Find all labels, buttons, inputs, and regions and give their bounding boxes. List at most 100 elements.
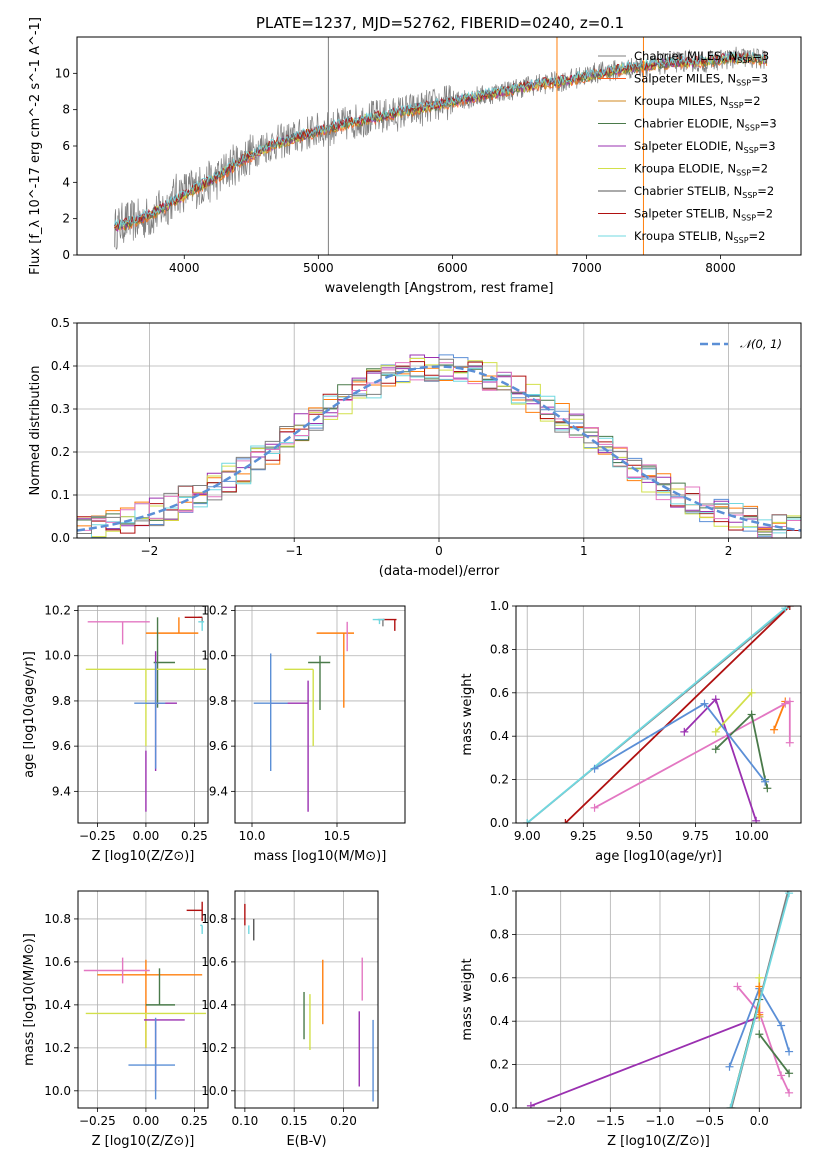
x-tick-label: 4000 [169, 261, 200, 275]
x-tick-label: −1.0 [645, 1114, 674, 1128]
legend-model-name: Chabrier MILES [634, 49, 721, 63]
legend-model-name: Chabrier STELIB [634, 184, 726, 198]
plot-area [526, 891, 794, 1108]
legend-label: Kroupa ELODIE, NSSP=2 [634, 162, 768, 178]
x-axis-label: (data-model)/error [379, 564, 500, 579]
legend-nssp-prefix: , N [713, 94, 729, 108]
legend-nssp-eq: = [751, 72, 761, 86]
mass-weight-line [758, 1033, 790, 1074]
x-tick-label: 5000 [303, 261, 334, 275]
x-axis-label: Z [log10(Z/Z⊙)] [92, 849, 195, 864]
axes-mass-vs-Z: −0.25 0.00 0.25 10.0 10.2 10.4 10.6 10.8 Z [log1… [22, 890, 209, 1149]
legend-label: Chabrier MILES, NSSP=3 [634, 49, 769, 65]
y-tick-label: 10.2 [201, 1041, 228, 1055]
x-tick-label: −2 [141, 544, 159, 558]
x-tick-label: −1 [285, 544, 303, 558]
x-tick-label: 10.00 [734, 829, 768, 843]
x-tick-label: 9.00 [514, 829, 541, 843]
legend-nssp-prefix: , N [721, 49, 737, 63]
mass-weight-line [594, 700, 791, 809]
x-axis-label: age [log10(age/yr)] [595, 849, 722, 864]
y-tick-label: 10.4 [44, 998, 71, 1012]
y-tick-label: 0.6 [490, 686, 509, 700]
y-tick-label: 1.0 [490, 884, 509, 898]
legend-label: 𝒩(0, 1) [740, 337, 782, 351]
x-tick-label: −0.25 [79, 829, 116, 843]
legend-label: Kroupa MILES, NSSP=2 [634, 94, 761, 110]
legend-label: Chabrier STELIB, NSSP=2 [634, 184, 774, 200]
axes-frame [77, 890, 209, 1109]
y-tick-label: 0.4 [490, 1014, 509, 1028]
legend-model-name: Salpeter MILES [634, 72, 720, 86]
y-tick-label: 6 [62, 139, 70, 153]
x-tick-label: 9.75 [682, 829, 709, 843]
x-tick-label: 9.25 [570, 829, 597, 843]
legend-nssp-eq: = [744, 94, 754, 108]
axes-frame [515, 890, 802, 1109]
x-tick-label: 0.15 [281, 1114, 308, 1128]
mass-weight-line [526, 607, 786, 823]
legend-nssp-prefix: , N [729, 117, 745, 131]
y-tick-label: 10.2 [44, 1041, 71, 1055]
x-axis-label: wavelength [Angstrom, rest frame] [325, 281, 554, 296]
legend-nssp-value: 2 [766, 207, 773, 221]
legend-nssp-sub: SSP [736, 79, 751, 88]
legend-nssp-value: 3 [768, 139, 775, 153]
y-tick-label: 0.8 [490, 927, 509, 941]
legend-nssp-prefix: , N [720, 72, 736, 86]
y-tick-label: 10.8 [201, 912, 228, 926]
x-tick-label: −0.25 [79, 1114, 116, 1128]
legend-label: Kroupa STELIB, NSSP=2 [634, 229, 766, 245]
plot-area [523, 606, 794, 823]
legend-nssp-prefix: , N [728, 139, 744, 153]
x-tick-label: 9.50 [626, 829, 653, 843]
normal-reference-curve [77, 365, 801, 532]
legend-nssp-value: 2 [767, 184, 774, 198]
axes-massweight-vs-Z: −2.0 −1.5 −1.0 −0.5 0.0 0.0 0.2 0.4 0.6 0.8 1.0 Z [… [460, 884, 802, 1149]
legend-model-name: Kroupa STELIB [634, 229, 718, 243]
axes-massweight-vs-age: 9.00 9.25 9.50 9.75 10.00 0.0 0.2 0.4 0.6 0.8 1.0 a… [460, 599, 802, 864]
plot-area [85, 616, 207, 812]
y-tick-label: 0.3 [51, 402, 70, 416]
y-tick-label: 8 [62, 103, 70, 117]
y-tick-label: 10.2 [44, 604, 71, 618]
y-tick-label: 1.0 [490, 599, 509, 613]
mass-weight-line [736, 985, 790, 1094]
legend-nssp-eq: = [752, 49, 762, 63]
y-axis-label: Flux [f_λ 10^-17 erg cm^-2 s^-1 A^-1] [28, 17, 43, 275]
legend-nssp-sub: SSP [729, 101, 744, 110]
y-tick-label: 0.1 [51, 488, 70, 502]
model-spectrum-line [114, 51, 768, 229]
axes-age-vs-Z: −0.25 0.00 0.25 9.4 9.6 9.8 10.0 10.2 Z [log10(Z… [22, 604, 209, 864]
y-tick-label: 10.0 [44, 1084, 71, 1098]
mass-weight-line [683, 697, 757, 822]
y-tick-label: 10 [55, 66, 70, 80]
y-tick-label: 10.4 [201, 998, 228, 1012]
legend-model-name: Chabrier ELODIE [634, 117, 729, 131]
y-tick-label: 0 [62, 248, 70, 262]
mass-weight-line [773, 701, 787, 731]
x-axis-label: mass [log10(M/M⊙)] [254, 849, 387, 864]
mass-weight-line [564, 606, 791, 823]
legend-nssp-sub: SSP [734, 236, 749, 245]
y-tick-label: 4 [62, 175, 70, 189]
y-tick-label: 9.6 [52, 739, 71, 753]
legend-nssp-sub: SSP [742, 191, 757, 200]
legend-nssp-eq: = [757, 184, 767, 198]
legend-nssp-sub: SSP [736, 169, 751, 178]
y-tick-label: 0.6 [490, 971, 509, 985]
plot-area [77, 354, 801, 538]
mass-weight-line [715, 712, 769, 789]
y-tick-label: 0.2 [490, 773, 509, 787]
legend-nssp-value: 3 [761, 72, 768, 86]
x-tick-label: 0.0 [750, 1114, 769, 1128]
legend-nssp-value: 3 [769, 117, 776, 131]
legend-nssp-prefix: , N [718, 229, 734, 243]
x-tick-label: 10.0 [239, 829, 266, 843]
mass-weight-line [530, 1016, 760, 1107]
legend-nssp-sub: SSP [744, 146, 759, 155]
y-tick-label: 0.4 [51, 359, 70, 373]
x-tick-label: 0.00 [133, 829, 160, 843]
y-tick-label: 0.4 [490, 729, 509, 743]
